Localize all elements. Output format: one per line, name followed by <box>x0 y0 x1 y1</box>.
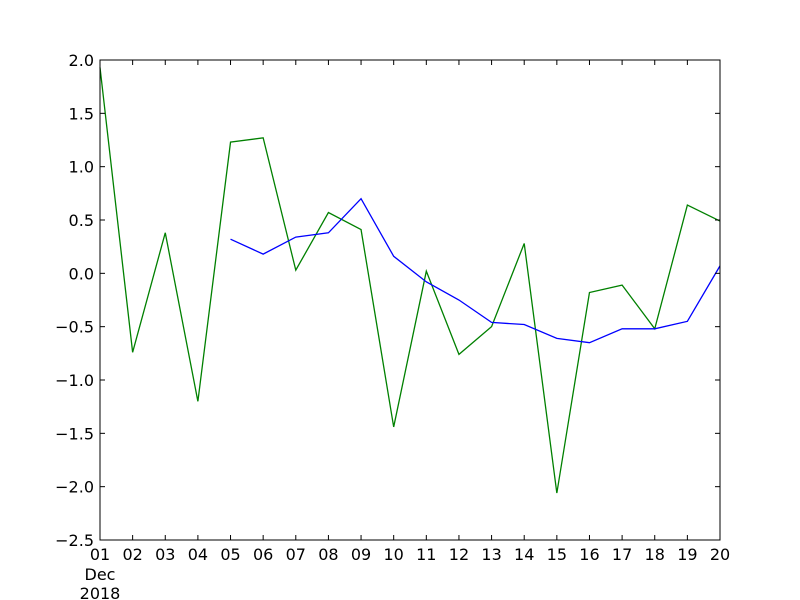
x-tick-label: 03 <box>155 545 175 564</box>
x-tick-label: 17 <box>612 545 632 564</box>
series-line-2 <box>230 197 721 344</box>
y-tick-label: 0.5 <box>69 211 94 230</box>
y-tick-label: 0.0 <box>69 264 94 283</box>
x-tick-label: 02 <box>122 545 142 564</box>
x-tick-label: 01 <box>90 545 110 564</box>
x-tick-label: 20 <box>710 545 730 564</box>
x-axis-sublabel-month: Dec <box>85 565 116 584</box>
x-tick-label: 16 <box>579 545 599 564</box>
y-axis: −2.5 −2.0 −1.5 −1.0 −0.5 0.0 0.5 1.0 1.5 2.0 <box>55 51 720 550</box>
x-tick-label: 04 <box>188 545 208 564</box>
x-tick-label: 06 <box>253 545 273 564</box>
y-tick-label: −1.5 <box>55 424 94 443</box>
x-tick-label: 12 <box>449 545 469 564</box>
x-tick-label: 07 <box>286 545 306 564</box>
x-tick-label: 13 <box>481 545 501 564</box>
plot-frame <box>99 59 721 541</box>
series-line-1 <box>99 67 721 494</box>
x-axis: 01 02 03 04 05 06 07 08 09 10 11 12 13 14 15 16 17 18 19 20 <box>90 60 730 564</box>
x-tick-label: 08 <box>318 545 338 564</box>
y-tick-label: −1.0 <box>55 371 94 390</box>
x-tick-label: 09 <box>351 545 371 564</box>
plot-area <box>99 59 721 541</box>
y-tick-label: −0.5 <box>55 318 94 337</box>
y-tick-label: 1.0 <box>69 158 94 177</box>
x-tick-label: 18 <box>645 545 665 564</box>
x-tick-label: 11 <box>416 545 436 564</box>
y-tick-label: −2.5 <box>55 531 94 550</box>
x-tick-label: 15 <box>547 545 567 564</box>
x-tick-label: 05 <box>220 545 240 564</box>
x-tick-label: 14 <box>514 545 534 564</box>
x-tick-label: 19 <box>677 545 697 564</box>
x-tick-label: 10 <box>384 545 404 564</box>
y-tick-label: 1.5 <box>69 104 94 123</box>
y-tick-label: −2.0 <box>55 478 94 497</box>
y-tick-label: 2.0 <box>69 51 94 70</box>
x-axis-sublabel-year: 2018 <box>80 584 121 600</box>
